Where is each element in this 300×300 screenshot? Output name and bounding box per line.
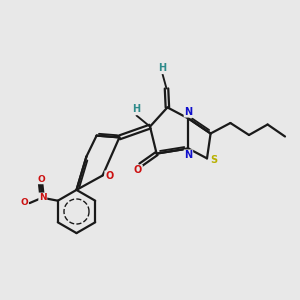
Text: N: N <box>39 193 46 202</box>
Text: O: O <box>20 198 28 207</box>
Text: O: O <box>105 171 113 181</box>
Text: O: O <box>38 175 45 184</box>
Text: N: N <box>184 107 193 117</box>
Text: N: N <box>184 150 193 160</box>
Text: H: H <box>132 104 140 115</box>
Text: H: H <box>158 63 166 74</box>
Text: S: S <box>210 155 217 165</box>
Text: O: O <box>134 165 142 176</box>
